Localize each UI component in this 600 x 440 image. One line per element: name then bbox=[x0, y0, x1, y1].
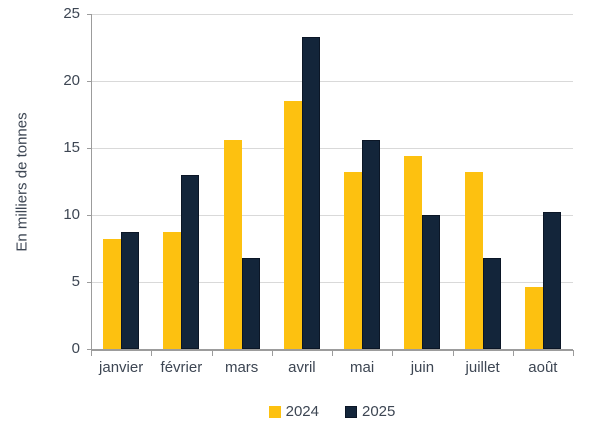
y-axis-line bbox=[91, 14, 92, 349]
y-tick-mark-15 bbox=[87, 148, 91, 149]
bar-2025-mars bbox=[241, 257, 260, 349]
x-tick-mark-7 bbox=[512, 350, 514, 356]
y-tick-label-0: 0 bbox=[71, 340, 80, 357]
x-axis-label-janvier: janvier bbox=[99, 359, 144, 376]
y-tick-label-25: 25 bbox=[63, 5, 80, 22]
bar-2024-février bbox=[163, 232, 182, 349]
x-tick-mark-3 bbox=[271, 350, 273, 356]
x-axis-label-février: février bbox=[160, 359, 203, 376]
legend-item-2024: 2024 bbox=[268, 403, 319, 420]
x-axis-label-juillet: juillet bbox=[465, 359, 500, 376]
y-tick-label-5: 5 bbox=[71, 273, 80, 290]
x-tick-mark-0 bbox=[91, 350, 92, 356]
y-tick-label-10: 10 bbox=[63, 206, 80, 223]
bar-2024-mai bbox=[344, 172, 363, 349]
bar-2024-mars bbox=[223, 139, 242, 349]
x-axis-label-avril: avril bbox=[288, 359, 316, 376]
legend-swatch-2025 bbox=[345, 405, 357, 418]
x-tick-mark-6 bbox=[452, 350, 454, 356]
gridline-15 bbox=[91, 148, 573, 149]
gridline-25 bbox=[91, 14, 573, 15]
bar-2024-juin bbox=[404, 156, 423, 349]
legend-label-2025: 2025 bbox=[362, 403, 396, 420]
y-axis-title: En milliers de tonnes bbox=[13, 112, 31, 252]
bar-2025-janvier bbox=[121, 232, 140, 349]
bar-2024-avril bbox=[283, 101, 302, 349]
x-axis-label-août: août bbox=[528, 359, 558, 376]
y-tick-label-15: 15 bbox=[63, 139, 80, 156]
x-tick-mark-1 bbox=[151, 350, 153, 356]
bar-2025-juin bbox=[422, 215, 441, 349]
legend: 2024 2025 bbox=[91, 403, 573, 420]
x-tick-mark-end bbox=[573, 350, 574, 356]
legend-label-2024: 2024 bbox=[285, 403, 319, 420]
y-tick-mark-5 bbox=[87, 282, 91, 283]
gridline-5 bbox=[91, 282, 573, 283]
y-tick-mark-25 bbox=[87, 14, 91, 15]
x-axis-label-mai: mai bbox=[350, 359, 375, 376]
gridline-20 bbox=[91, 81, 573, 82]
bar-2025-août bbox=[542, 212, 561, 349]
bar-2024-août bbox=[524, 287, 543, 349]
x-tick-mark-2 bbox=[211, 350, 213, 356]
x-tick-mark-4 bbox=[332, 350, 333, 356]
gridline-10 bbox=[91, 215, 573, 216]
bar-2024-juillet bbox=[464, 172, 483, 349]
bar-2025-juillet bbox=[482, 257, 501, 349]
legend-item-2025: 2025 bbox=[345, 403, 395, 420]
y-tick-label-20: 20 bbox=[63, 72, 80, 89]
x-axis-label-mars: mars bbox=[224, 359, 259, 376]
x-tick-mark-5 bbox=[392, 350, 394, 356]
y-tick-mark-20 bbox=[87, 81, 91, 82]
bar-2025-février bbox=[181, 174, 200, 349]
legend-swatch-2024 bbox=[268, 405, 281, 418]
bar-2025-mai bbox=[362, 139, 381, 349]
bar-2025-avril bbox=[301, 36, 320, 349]
x-axis-label-juin: juin bbox=[410, 359, 435, 376]
y-tick-mark-10 bbox=[87, 215, 91, 216]
y-tick-mark-0 bbox=[87, 349, 91, 350]
bar-2024-janvier bbox=[103, 239, 122, 349]
